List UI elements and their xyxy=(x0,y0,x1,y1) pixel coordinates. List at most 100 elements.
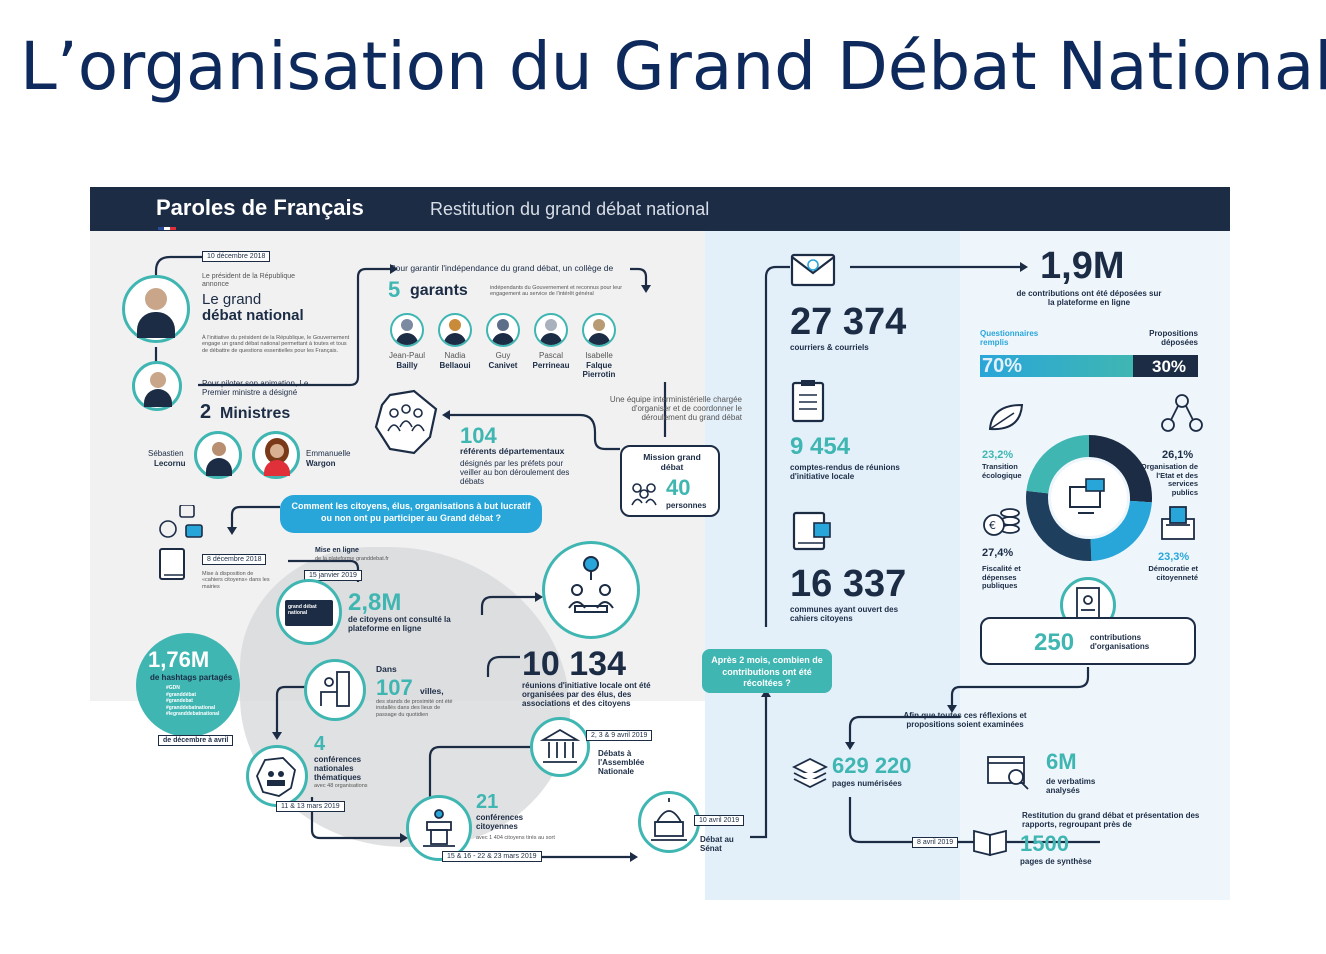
minister-1-last: Lecornu xyxy=(154,459,186,468)
contrib-desc: de contributions ont été déposées sur la… xyxy=(1016,289,1162,308)
hashtag-item: #granddebatnational xyxy=(166,704,216,711)
date-apr10: 10 avril 2019 xyxy=(694,815,745,826)
garant-first-name: Isabelle xyxy=(585,351,613,360)
hashtag-count: 1,76M xyxy=(148,647,210,672)
minister-2-last: Wargon xyxy=(306,459,336,468)
split-bar-fill xyxy=(980,355,1133,377)
orgs-count: 250 xyxy=(1034,629,1075,656)
senat-label: Débat au Sénat xyxy=(700,835,734,854)
date-mar11: 11 & 13 mars 2019 xyxy=(276,801,345,812)
theme-3-pct: 23,3% xyxy=(1158,551,1190,563)
banner: Paroles de Français Restitution du grand… xyxy=(90,187,1230,231)
garant-avatar xyxy=(390,313,424,347)
conf-nat-sub: avec 48 organisations xyxy=(314,783,368,789)
verbatims-count: 6M xyxy=(1046,749,1077,774)
parliament-icon xyxy=(539,728,581,763)
grand-debat-line2: débat national xyxy=(202,307,304,324)
pages-count: 629 220 xyxy=(832,753,912,778)
grand-debat-line1: Le grand xyxy=(202,291,262,308)
split-left-label: Questionnaires remplis xyxy=(980,329,1039,348)
garant-last-name: Falque Pierrotin xyxy=(582,361,616,380)
laptop-screen: grand débat national xyxy=(285,600,333,626)
platform-screen-text: grand débat national xyxy=(288,604,317,616)
date-dec8: 8 décembre 2018 xyxy=(202,554,267,565)
analysis-icon xyxy=(984,753,1032,793)
garant-last-name: Perrineau xyxy=(532,361,570,370)
mission-label: Mission grand débat xyxy=(643,452,701,472)
equipe-desc: Une équipe interministérielle chargée d'… xyxy=(609,395,742,423)
theme-4-pct: 27,4% xyxy=(982,547,1014,559)
garants-desc: indépendants du Gouvernement et reconnus… xyxy=(490,285,623,298)
garant-avatar xyxy=(534,313,568,347)
platform-circle: grand débat national xyxy=(276,579,342,645)
assemblee-label: Débats à l'Assemblée Nationale xyxy=(598,749,645,777)
flow-lines xyxy=(154,255,1100,862)
hashtag-item: #granddébat xyxy=(166,691,197,698)
hashtag-item: #legranddebatnational xyxy=(166,711,220,717)
ballot-box-icon xyxy=(1158,505,1198,541)
mission-card: Mission grand débat 40 personnes xyxy=(620,445,720,517)
verbatims-desc: de verbatims analysés xyxy=(1046,777,1096,796)
flag-icon xyxy=(158,227,176,230)
conf-cit-desc: conférences citoyennes xyxy=(476,813,524,832)
stand-circle xyxy=(304,659,366,721)
donut-slice xyxy=(1089,500,1152,561)
referents-count: 104 xyxy=(460,423,497,448)
prime-minister-avatar xyxy=(132,361,182,411)
senat-circle xyxy=(638,791,700,853)
garant-first-name: Nadia xyxy=(444,351,466,360)
garant-first-name: Guy xyxy=(495,351,511,360)
donut-slice xyxy=(1026,435,1090,494)
hashtag-desc: de hashtags partagés xyxy=(150,673,233,682)
garant-avatar xyxy=(438,313,472,347)
hashtag-list: #GDN #granddébat #grandebat #granddebatnati… xyxy=(166,685,226,718)
slide-title: L’organisation du Grand Débat National xyxy=(20,28,1326,105)
referents-desc: désignés par les préfets pour veiller au… xyxy=(460,459,570,487)
after-bubble: Après 2 mois, combien de contributions o… xyxy=(702,649,832,693)
mission-count: 40 xyxy=(666,475,691,500)
leaf-icon xyxy=(984,401,1028,435)
split-left-value: 70% xyxy=(982,355,1023,377)
reunions-desc: réunions d'initiative locale ont été org… xyxy=(522,681,651,709)
hashtag-item: #GDN xyxy=(166,685,180,691)
france-referents-icon xyxy=(370,387,442,459)
garants-count: 5 xyxy=(388,277,401,302)
france-conference-icon xyxy=(256,757,296,797)
synthese-count: 1500 xyxy=(1020,831,1069,856)
garant-avatar xyxy=(486,313,520,347)
theme-3-label: Démocratie et citoyenneté xyxy=(1148,564,1198,582)
date-dec10: 10 décembre 2018 xyxy=(202,251,271,262)
conf-nat-count: 4 xyxy=(314,733,326,755)
referents-title: référents départementaux xyxy=(460,446,565,456)
conf-cit-circle xyxy=(406,795,472,861)
visitors-desc: de citoyens ont consulté la plateforme e… xyxy=(348,615,451,634)
villes-prefix: Dans xyxy=(376,664,397,674)
garant-last-name: Bailly xyxy=(396,361,418,370)
theme-2-label: Organisation de l'Etat et des services p… xyxy=(1140,462,1198,497)
villes-word: villes, xyxy=(420,686,444,696)
infographic: Paroles de Français Restitution du grand… xyxy=(90,187,1230,900)
open-book-icon xyxy=(970,827,1010,859)
minister-1-avatar xyxy=(194,431,242,479)
online-desc: de la plateforme granddebat.fr xyxy=(315,556,389,562)
date-jan15: 15 janvier 2019 xyxy=(304,570,362,581)
garants-word: garants xyxy=(410,282,468,299)
villes-desc: des stands de proximité ont été installé… xyxy=(376,699,453,718)
contribution-split-bar: 70% 30% xyxy=(980,355,1198,377)
team-icon xyxy=(630,481,658,507)
organisation-icon xyxy=(1160,393,1204,435)
envelope-icon xyxy=(790,251,836,291)
restitution-desc: Restitution du grand débat et présentati… xyxy=(1022,811,1200,830)
banner-title: Paroles de Français xyxy=(156,195,364,220)
split-right-value: 30% xyxy=(1152,357,1187,376)
hashtag-item: #grandebat xyxy=(166,698,193,704)
synthese-desc: pages de synthèse xyxy=(1020,857,1092,866)
communes-desc: communes ayant ouvert des cahiers citoye… xyxy=(790,605,899,624)
document-icon xyxy=(1076,587,1100,619)
minister-1-first: Sébastien xyxy=(148,449,184,458)
garant-last-name: Bellaoui xyxy=(439,361,471,370)
question-bubble: Comment les citoyens, élus, organisation… xyxy=(280,495,542,533)
cahiers-desc: Mise à disposition de «cahiers citoyens»… xyxy=(202,571,270,590)
theme-4-label: Fiscalité et dépenses publiques xyxy=(982,564,1021,591)
stack-icon xyxy=(790,755,830,789)
